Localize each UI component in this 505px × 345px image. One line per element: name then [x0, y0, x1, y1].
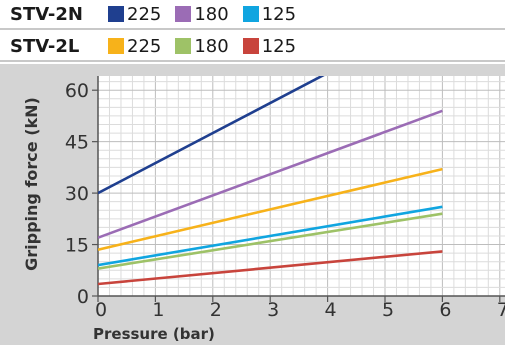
legend-row-label: STV-2N: [10, 3, 83, 25]
chart-axes: [92, 76, 505, 302]
legend-item-label: 225: [127, 35, 162, 57]
legend-swatch: [175, 6, 192, 22]
x-tick-label: 5: [382, 299, 394, 321]
legend-row-stv-2l: STV-2L 225 180 125: [0, 32, 505, 62]
series-line: [98, 212, 443, 270]
x-tick-label: 1: [152, 299, 164, 321]
plot-area: [98, 76, 505, 296]
y-axis-title: Gripping force (kN): [22, 97, 41, 271]
x-tick-label: 0: [95, 299, 107, 321]
legend-row-stv-2n: STV-2N 225 180 125: [0, 0, 505, 30]
legend-item: 225: [108, 4, 161, 25]
x-tick-label: 4: [325, 299, 337, 321]
y-tick-label: 15: [65, 235, 89, 257]
legend-item: 225: [108, 36, 161, 57]
legend-swatch: [108, 6, 124, 22]
y-tick-label: 60: [65, 80, 89, 102]
legend-swatch: [108, 38, 124, 54]
x-tick-label: 3: [267, 299, 279, 321]
series-line: [98, 76, 325, 195]
x-tick-label: 7: [497, 299, 505, 321]
legend-item-label: 125: [261, 35, 297, 57]
legend-item-label: 225: [127, 3, 162, 25]
legend-item-label: 125: [261, 3, 297, 25]
series-line: [98, 167, 443, 251]
chart-series: [98, 76, 443, 286]
y-tick-label: 45: [65, 132, 89, 154]
legend-item: 180: [175, 3, 229, 25]
x-tick-label: 2: [210, 299, 222, 321]
legend-swatch: [242, 6, 259, 22]
x-axis-title: Pressure (bar): [93, 325, 215, 343]
y-tick-label: 30: [65, 183, 89, 205]
legend-item: 125: [242, 35, 297, 57]
plot-background: [98, 76, 505, 296]
legend-swatch: [242, 38, 259, 54]
y-tick-label: 0: [77, 286, 89, 308]
series-line: [98, 205, 443, 267]
series-line: [98, 109, 443, 239]
legend-item: 125: [242, 3, 297, 25]
series-line: [98, 250, 443, 286]
legend-item-label: 180: [194, 3, 229, 25]
legend-item-label: 180: [194, 35, 229, 57]
legend-item: 180: [175, 35, 229, 57]
legend-swatch: [175, 38, 192, 54]
legend-row-label: STV-2L: [10, 35, 80, 57]
x-tick-label: 6: [439, 299, 451, 321]
